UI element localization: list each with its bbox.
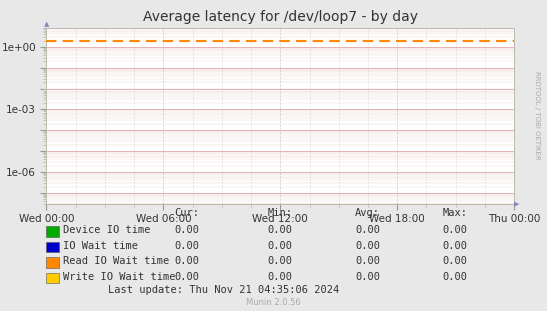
Text: 0.00: 0.00 [443, 225, 468, 235]
Text: ▶: ▶ [514, 201, 520, 207]
Text: 0.00: 0.00 [267, 256, 293, 266]
Text: 0.00: 0.00 [355, 256, 380, 266]
Text: 0.00: 0.00 [174, 256, 200, 266]
Text: 0.00: 0.00 [355, 225, 380, 235]
Text: Cur:: Cur: [174, 208, 200, 218]
Text: 0.00: 0.00 [267, 272, 293, 282]
Text: Min:: Min: [267, 208, 293, 218]
Text: Last update: Thu Nov 21 04:35:06 2024: Last update: Thu Nov 21 04:35:06 2024 [108, 285, 339, 295]
Text: 0.00: 0.00 [355, 272, 380, 282]
Text: 0.00: 0.00 [174, 225, 200, 235]
Text: 0.00: 0.00 [443, 241, 468, 251]
Text: 0.00: 0.00 [355, 241, 380, 251]
Title: Average latency for /dev/loop7 - by day: Average latency for /dev/loop7 - by day [143, 10, 418, 24]
Text: 0.00: 0.00 [443, 256, 468, 266]
Text: ▲: ▲ [44, 21, 49, 27]
Text: 0.00: 0.00 [174, 241, 200, 251]
Text: 0.00: 0.00 [443, 272, 468, 282]
Text: 0.00: 0.00 [174, 272, 200, 282]
Text: RRDTOOL / TOBI OETIKER: RRDTOOL / TOBI OETIKER [534, 71, 540, 160]
Text: Device IO time: Device IO time [63, 225, 150, 235]
Text: Write IO Wait time: Write IO Wait time [63, 272, 176, 282]
Text: Max:: Max: [443, 208, 468, 218]
Text: 0.00: 0.00 [267, 225, 293, 235]
Text: IO Wait time: IO Wait time [63, 241, 138, 251]
Text: Munin 2.0.56: Munin 2.0.56 [246, 298, 301, 307]
Text: Avg:: Avg: [355, 208, 380, 218]
Text: Read IO Wait time: Read IO Wait time [63, 256, 169, 266]
Text: 0.00: 0.00 [267, 241, 293, 251]
